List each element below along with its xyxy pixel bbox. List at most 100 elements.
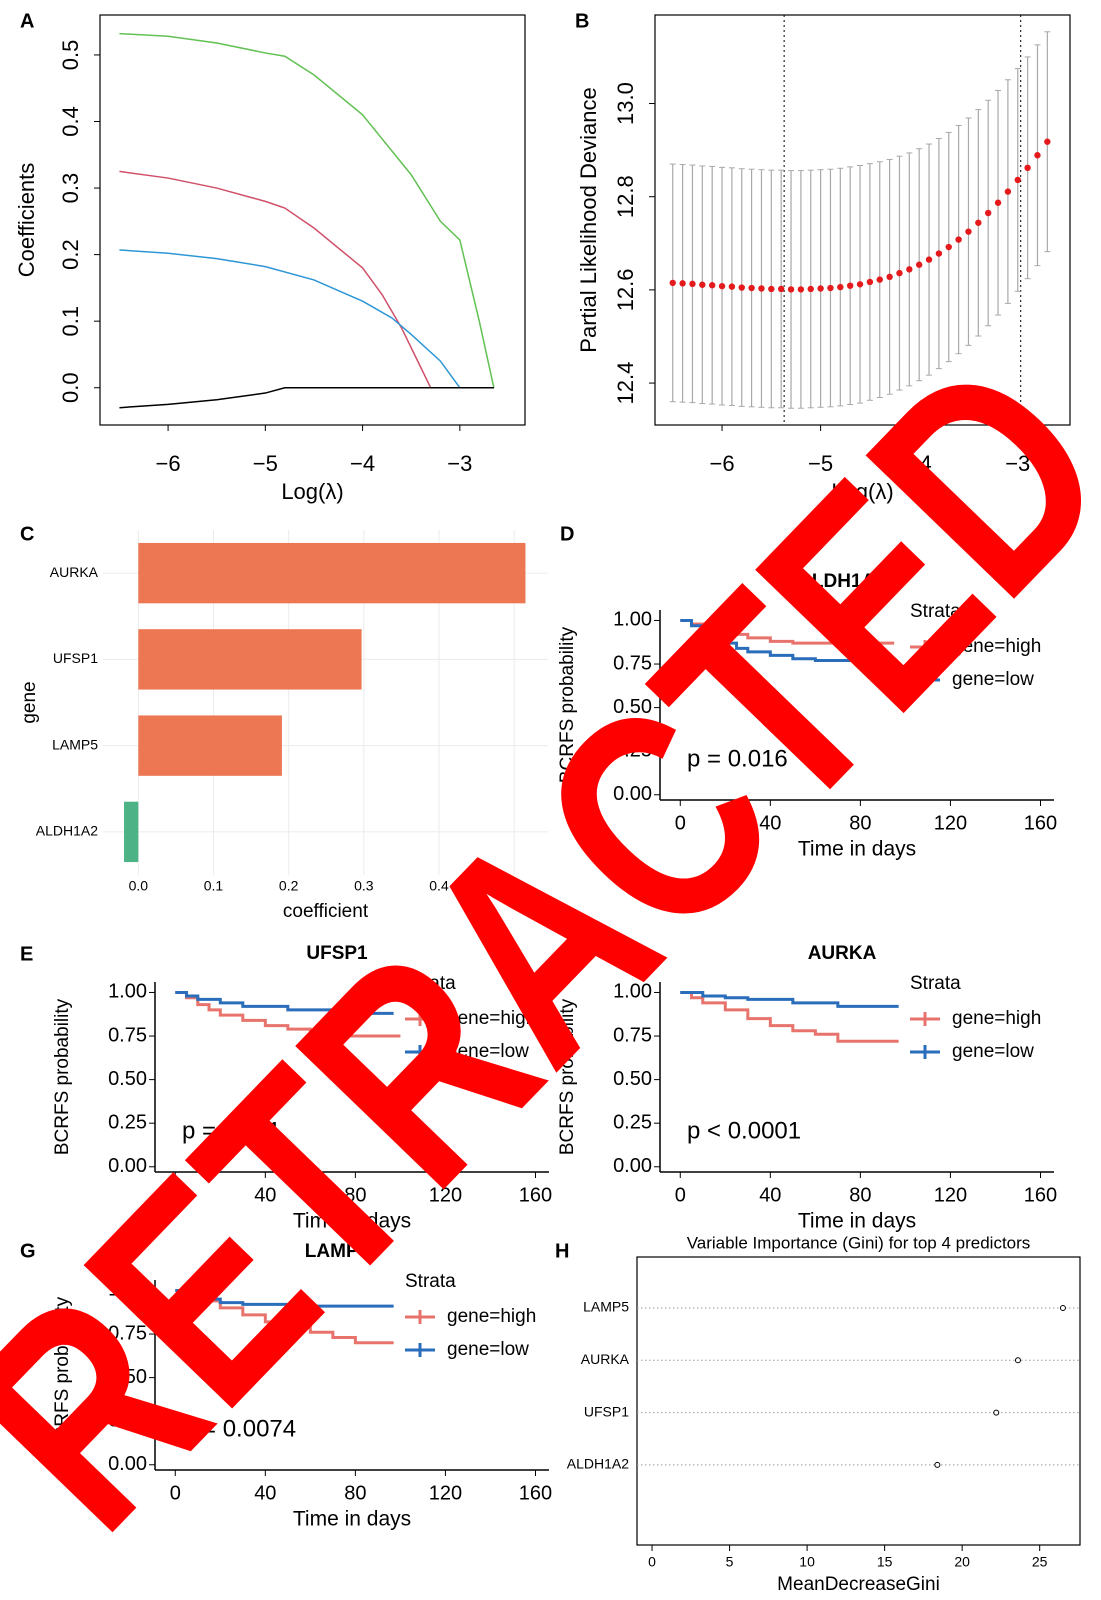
point	[807, 285, 814, 293]
y-tick-label: 1.00	[108, 1279, 147, 1301]
legend-label: gene=low	[952, 1041, 1034, 1062]
survival-curve	[680, 990, 899, 1008]
coef-path	[119, 386, 494, 409]
point	[925, 256, 933, 263]
point	[817, 285, 824, 292]
x-tick-label: −3	[447, 451, 472, 476]
p-value: p < 0.0001	[687, 1117, 801, 1144]
point	[728, 283, 736, 290]
legend-title: Strata	[405, 973, 456, 994]
point	[1034, 152, 1041, 159]
y-tick-label: 0.00	[108, 1155, 147, 1177]
x-tick-label: 40	[254, 1184, 276, 1206]
point	[768, 285, 775, 293]
x-axis-label: coefficient	[283, 901, 369, 922]
legend-label: gene=high	[447, 1008, 536, 1029]
x-tick-label: 5	[726, 1554, 734, 1570]
point	[777, 285, 785, 293]
x-tick-label: −4	[907, 451, 932, 476]
survival-curve	[175, 990, 394, 1015]
survival-curve	[175, 1288, 394, 1308]
y-tick-label: UFSP1	[53, 650, 98, 666]
survival-curve	[680, 618, 895, 663]
watermark: RETRACTED	[0, 297, 1101, 1588]
x-tick-label: 20	[954, 1554, 970, 1570]
point	[1004, 188, 1012, 195]
panel-label: C	[20, 523, 34, 545]
x-tick-label: −5	[253, 451, 278, 476]
x-tick-label: −3	[1005, 451, 1030, 476]
x-tick-label: −5	[808, 451, 833, 476]
point	[738, 284, 745, 291]
y-tick-label: 1.00	[108, 981, 147, 1003]
bar	[138, 715, 282, 776]
y-tick-label: 0.50	[613, 1068, 652, 1090]
point	[679, 280, 686, 287]
x-axis-label: Log(λ)	[831, 479, 893, 504]
y-tick-label: 1.00	[613, 981, 652, 1003]
panel-label: B	[575, 10, 589, 32]
y-tick-label: ALDH1A2	[36, 823, 98, 839]
x-tick-label: 160	[519, 1184, 552, 1206]
x-axis-label: Log(λ)	[281, 479, 343, 504]
y-tick-label: 0.50	[108, 1068, 147, 1090]
x-tick-label: 15	[877, 1554, 893, 1570]
x-tick-label: 40	[759, 1184, 781, 1206]
chart-title: UFSP1	[306, 943, 368, 964]
y-tick-label: 0.75	[613, 652, 652, 674]
bar	[138, 629, 362, 690]
point	[935, 250, 943, 257]
y-tick-label: 0.1	[58, 306, 83, 337]
survival-curve	[680, 618, 895, 645]
y-tick-label: 0.4	[58, 106, 83, 137]
point	[837, 283, 844, 291]
y-tick-label: 0.0	[58, 372, 83, 403]
x-tick-label: 160	[1024, 1184, 1057, 1206]
x-tick-label: 80	[849, 812, 871, 834]
coef-path	[119, 32, 495, 388]
point	[827, 284, 834, 292]
y-axis-label: BCRFS probability	[557, 626, 578, 783]
p-value: p = 0.011	[182, 1117, 281, 1144]
point	[866, 278, 874, 286]
point	[915, 261, 923, 268]
y-tick-label: 0.25	[108, 1409, 147, 1431]
x-tick-label: 160	[1024, 812, 1057, 834]
y-tick-label: 1.00	[613, 609, 652, 631]
x-tick-label: 10	[799, 1554, 815, 1570]
y-tick-label: 0.25	[613, 739, 652, 761]
panel-label: H	[555, 1240, 569, 1262]
point	[984, 209, 992, 217]
point	[896, 269, 903, 277]
y-tick-label: 0.50	[613, 696, 652, 718]
x-tick-label: 40	[759, 812, 781, 834]
point	[906, 266, 913, 273]
y-tick-label: 0.00	[613, 1155, 652, 1177]
point	[876, 276, 883, 283]
y-tick-label: 12.6	[613, 268, 638, 311]
legend-title: Strata	[910, 973, 961, 994]
plot-frame	[636, 1256, 1081, 1546]
chart-title: AURKA	[808, 943, 877, 964]
y-axis-label: BCRFS probability	[557, 998, 578, 1155]
y-tick-label: LAMP5	[583, 1299, 629, 1315]
y-tick-label: 0.75	[613, 1024, 652, 1046]
y-tick-label: 0.50	[108, 1366, 147, 1388]
x-tick-label: 120	[934, 1184, 967, 1206]
y-tick-label: 12.8	[613, 175, 638, 218]
x-tick-label: 0.1	[204, 878, 224, 894]
point	[1014, 176, 1021, 184]
point	[975, 219, 982, 226]
point	[993, 1409, 1000, 1416]
legend-label: gene=low	[447, 1339, 529, 1360]
x-tick-label: 120	[934, 812, 967, 834]
p-value: p = 0.016	[687, 745, 788, 772]
x-axis-label: Time in days	[798, 1210, 916, 1233]
legend-label: gene=high	[952, 636, 1041, 657]
y-axis-label: Coefficients	[14, 163, 39, 278]
point	[758, 285, 765, 292]
y-tick-label: 0.25	[613, 1111, 652, 1133]
x-tick-label: 25	[1032, 1554, 1048, 1570]
